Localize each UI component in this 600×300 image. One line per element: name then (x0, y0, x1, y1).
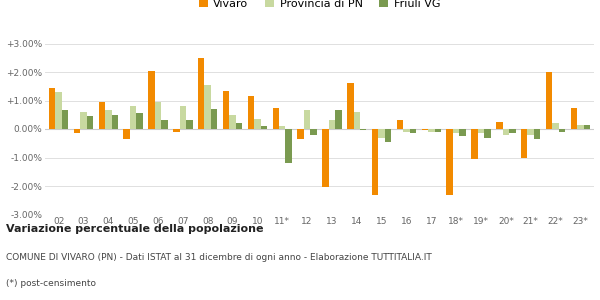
Bar (198, 58, 205, 129)
Bar (223, 91, 229, 129)
Bar (372, 129, 379, 194)
Bar (460, 129, 466, 136)
Bar (205, 85, 211, 129)
Bar (577, 125, 584, 129)
Bar (353, 112, 360, 129)
Bar (571, 108, 577, 129)
Bar (279, 126, 286, 129)
Bar (478, 129, 484, 133)
Legend: Vivaro, Provincia di PN, Friuli VG: Vivaro, Provincia di PN, Friuli VG (194, 0, 445, 13)
Bar (49, 88, 55, 129)
Bar (347, 83, 353, 129)
Bar (298, 129, 304, 139)
Bar (335, 110, 341, 129)
Bar (310, 129, 317, 135)
Bar (286, 129, 292, 163)
Bar (496, 122, 503, 129)
Bar (397, 120, 403, 129)
Bar (534, 129, 541, 139)
Bar (148, 70, 155, 129)
Bar (186, 120, 193, 129)
Bar (521, 129, 527, 158)
Text: COMUNE DI VIVARO (PN) - Dati ISTAT al 31 dicembre di ogni anno - Elaborazione TU: COMUNE DI VIVARO (PN) - Dati ISTAT al 31… (6, 254, 432, 262)
Bar (360, 129, 367, 130)
Bar (428, 129, 434, 132)
Bar (453, 129, 460, 133)
Bar (136, 113, 143, 129)
Bar (379, 129, 385, 137)
Text: (*) post-censimento: (*) post-censimento (6, 279, 96, 288)
Bar (509, 129, 515, 133)
Bar (124, 129, 130, 139)
Bar (484, 129, 491, 137)
Bar (322, 129, 329, 188)
Bar (422, 129, 428, 130)
Bar (112, 115, 118, 129)
Bar (503, 129, 509, 135)
Bar (62, 110, 68, 129)
Bar (546, 72, 552, 129)
Bar (248, 96, 254, 129)
Bar (80, 112, 87, 129)
Bar (584, 125, 590, 129)
Bar (87, 116, 93, 129)
Bar (410, 129, 416, 133)
Bar (254, 119, 260, 129)
Bar (385, 129, 391, 142)
Bar (130, 106, 136, 129)
Bar (105, 110, 112, 129)
Bar (155, 102, 161, 129)
Bar (173, 129, 179, 132)
Bar (229, 115, 236, 129)
Bar (471, 129, 478, 159)
Bar (434, 129, 441, 132)
Bar (211, 109, 217, 129)
Bar (446, 129, 453, 194)
Bar (552, 123, 559, 129)
Bar (403, 129, 410, 132)
Bar (329, 120, 335, 129)
Bar (98, 102, 105, 129)
Bar (304, 110, 310, 129)
Bar (559, 129, 565, 132)
Bar (55, 92, 62, 129)
Bar (236, 123, 242, 129)
Bar (179, 106, 186, 129)
Bar (260, 126, 267, 129)
Text: Variazione percentuale della popolazione: Variazione percentuale della popolazione (6, 224, 263, 233)
Bar (527, 129, 534, 135)
Bar (272, 108, 279, 129)
Bar (161, 120, 168, 129)
Bar (74, 129, 80, 133)
